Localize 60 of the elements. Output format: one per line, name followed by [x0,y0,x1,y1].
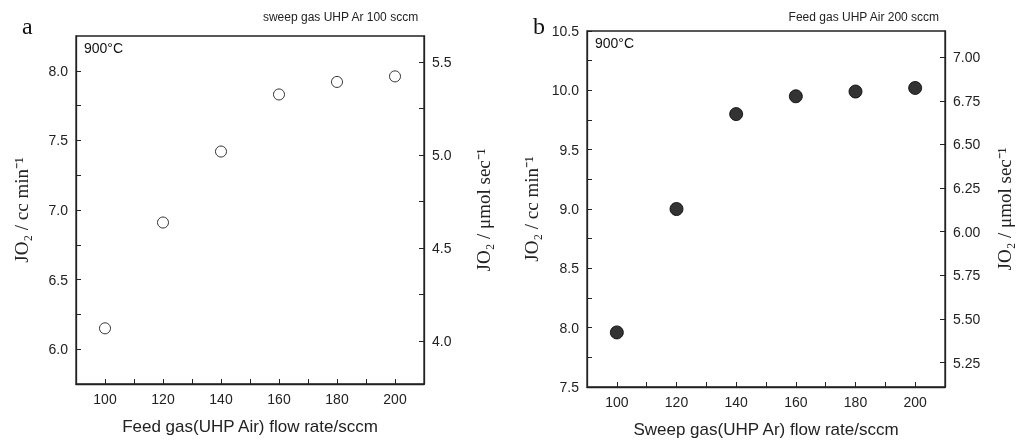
point [273,88,285,101]
point [331,75,343,88]
y-tick-label: 9.5 [559,141,580,158]
y2-tick-label: 5.0 [432,147,452,164]
annotation: 900°C [84,40,124,56]
point [99,322,111,335]
y-tick-label: 10.0 [551,82,580,99]
y2-tick-label: 5.25 [953,354,981,371]
y-axis-title: JO₂ / cc min⁻¹ [11,157,32,263]
point [215,145,227,158]
y2-tick-label: 6.00 [953,223,981,240]
y-tick-label: 9.0 [559,201,580,217]
x-tick-label: 120 [151,391,175,407]
y-tick-label: 7.0 [48,202,69,218]
x-tick-label: 160 [784,394,808,410]
annotation: 900°C [595,35,635,51]
x-axis-title: Feed gas(UHP Air) flow rate/sccm [122,417,378,436]
y2-tick-label: 6.25 [953,180,981,197]
x-tick-label: 160 [267,391,291,407]
point [157,216,169,229]
y2-axis-title: JO₂ / μmol sec⁻¹ [473,148,494,272]
x-tick-label: 120 [664,394,689,410]
y2-tick-label: 4.0 [432,333,452,350]
point [729,107,744,122]
y-tick-label: 6.5 [48,271,69,288]
point [609,325,624,340]
x-tick-label: 140 [209,391,233,407]
y2-tick-label: 4.5 [432,240,452,257]
y-tick-label: 8.0 [559,319,580,336]
chart-title: Feed gas UHP Air 200 sccm [788,10,940,24]
x-tick-label: 180 [325,391,349,407]
y2-tick-label: 6.75 [953,92,981,109]
y2-tick-label: 6.50 [953,136,981,153]
y-tick-label: 8.5 [559,260,580,277]
x-axis-title: Sweep gas(UHP Ar) flow rate/sccm [633,420,899,439]
text: a [22,13,33,39]
y2-tick-label: 5.5 [432,54,452,71]
x-tick-label: 180 [843,394,868,410]
point [389,70,401,83]
y-tick-label: 7.5 [559,379,580,395]
y-tick-label: 6.0 [48,341,69,358]
x-tick-label: 200 [383,391,407,407]
y2-tick-label: 5.50 [953,310,981,327]
x-tick-label: 100 [605,394,629,410]
point [669,202,684,216]
text: b [533,13,545,39]
y2-axis-title: JO₂ / μmol sec⁻¹ [994,147,1015,271]
point [788,89,803,104]
y-tick-label: 10.5 [551,23,580,39]
x-tick-label: 100 [93,391,117,407]
point [908,80,923,95]
x-tick-label: 140 [724,394,749,410]
x-tick-label: 200 [903,394,928,410]
y-tick-label: 7.5 [48,132,69,149]
y2-tick-label: 5.75 [953,267,981,284]
chart-title: sweep gas UHP Ar 100 sccm [262,10,419,24]
point [848,84,863,99]
y2-tick-label: 7.00 [953,49,981,66]
y-tick-label: 8.0 [48,62,69,79]
y-axis-title: JO₂ / cc min⁻¹ [520,156,542,262]
